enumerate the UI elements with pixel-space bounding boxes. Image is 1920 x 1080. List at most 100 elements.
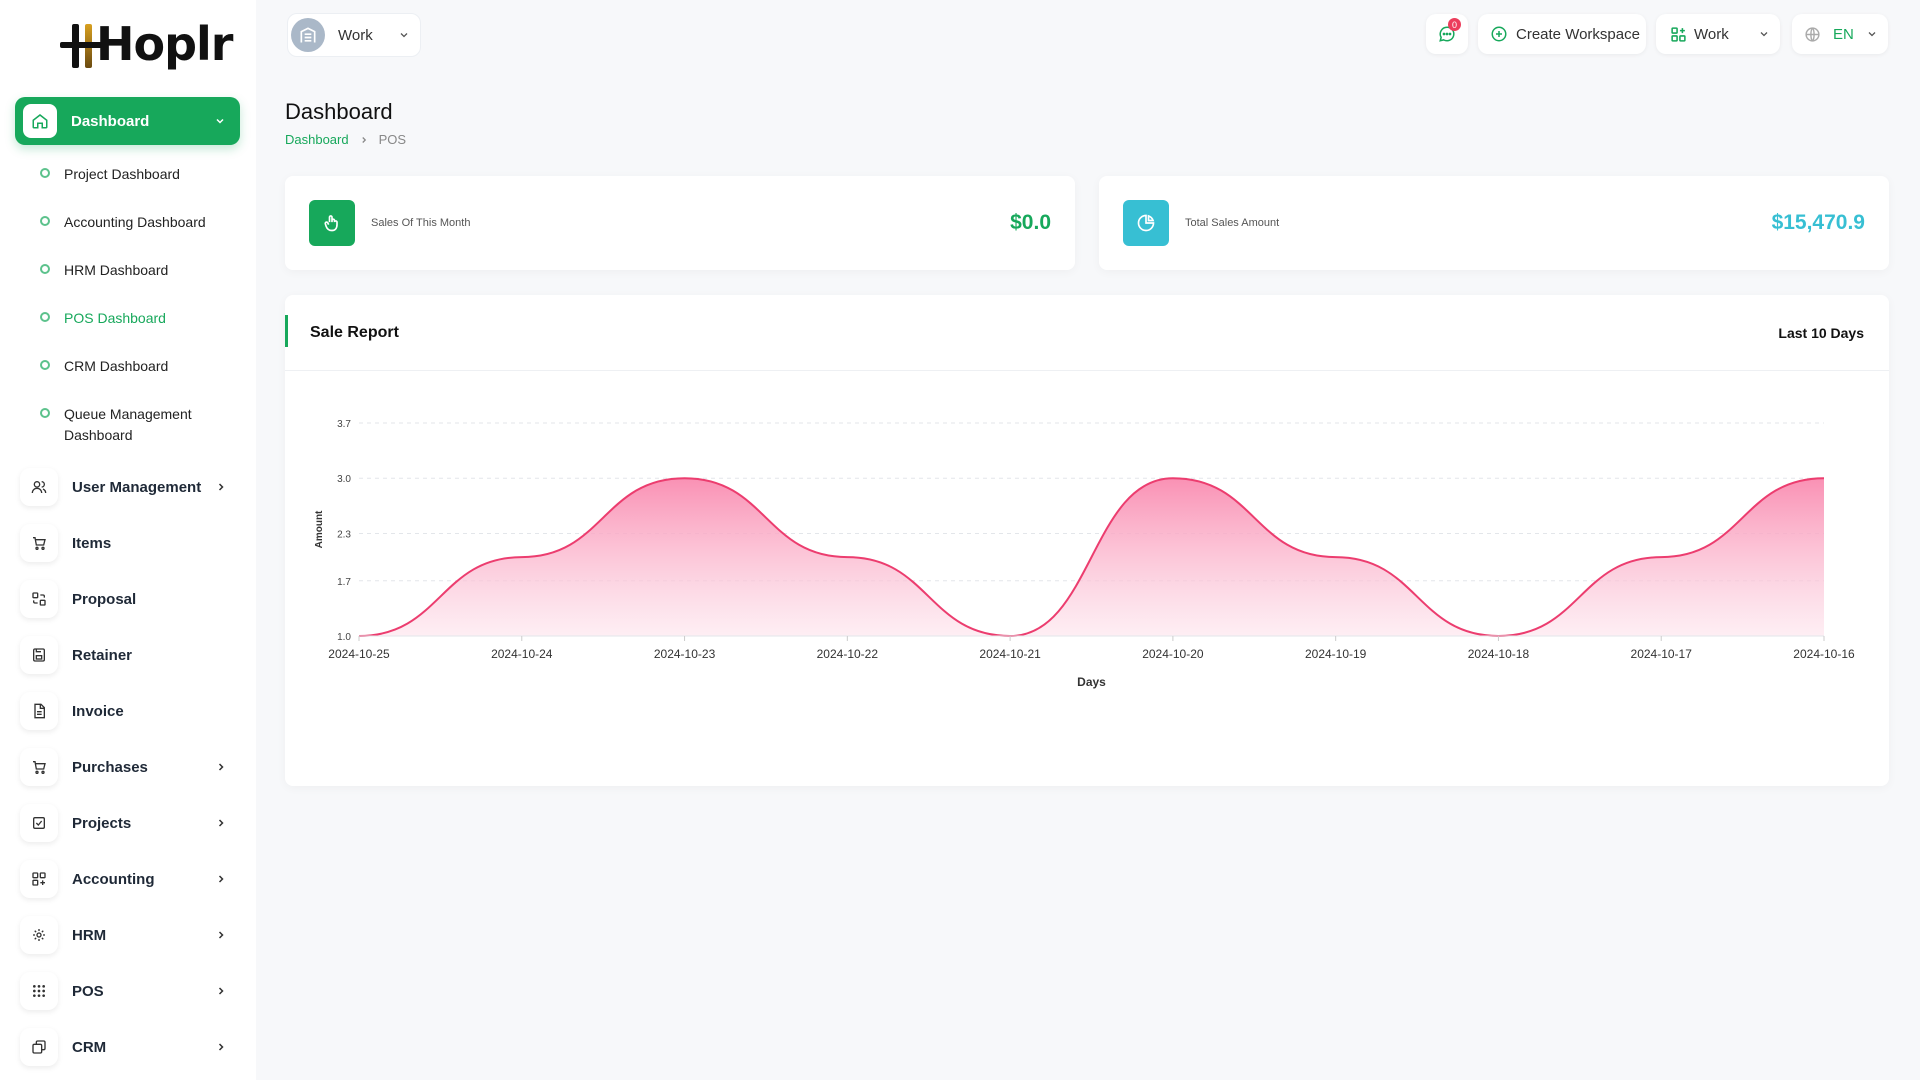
sidebar-item-invoice[interactable]: Invoice	[20, 691, 235, 731]
sidebar-subitem-label: HRM Dashboard	[64, 262, 169, 278]
chevron-right-icon	[359, 135, 369, 145]
chevron-right-icon	[215, 985, 227, 997]
sidebar-subitem-pos-dashboard[interactable]: POS Dashboard	[40, 308, 240, 329]
bullet-icon	[40, 216, 50, 226]
workspace-avatar	[291, 18, 325, 52]
sidebar-item-label: HRM	[72, 926, 107, 944]
x-tick-label: 2024-10-19	[1305, 647, 1367, 661]
x-tick-label: 2024-10-18	[1468, 647, 1530, 661]
chevron-right-icon	[215, 1041, 227, 1053]
bullet-icon	[40, 168, 50, 178]
home-icon	[23, 104, 57, 138]
breadcrumb: Dashboard POS	[285, 132, 406, 147]
hand-pointer-icon	[309, 200, 355, 246]
sidebar-subitem-label: CRM Dashboard	[64, 358, 169, 374]
sidebar-subitem-label: POS Dashboard	[64, 310, 166, 326]
chevron-down-icon	[1866, 28, 1878, 40]
x-tick-label: 2024-10-20	[1142, 647, 1204, 661]
sidebar-item-accounting[interactable]: Accounting	[20, 859, 235, 899]
sidebar: Hoplr Dashboard Project Dashboard Accoun…	[0, 0, 256, 1080]
work-dropdown[interactable]: Work	[1656, 14, 1780, 54]
sidebar-subitem-label: Queue Management Dashboard	[64, 406, 192, 443]
save-icon	[20, 636, 58, 674]
sidebar-item-retainer[interactable]: Retainer	[20, 635, 235, 675]
sidebar-item-label: User Management	[72, 478, 202, 496]
sidebar-item-label: Retainer	[72, 646, 133, 664]
date-range-label[interactable]: Last 10 Days	[1778, 324, 1864, 341]
proposal-icon	[20, 580, 58, 618]
logo-mark-icon	[60, 24, 104, 68]
header-accent-bar	[285, 315, 288, 347]
sale-report-card: Sale Report Last 10 Days 1.0 1.7 2.3 3.0 3.7…	[285, 295, 1889, 786]
sidebar-item-label: Dashboard	[71, 112, 150, 130]
sidebar-item-label: Projects	[72, 814, 132, 832]
chevron-right-icon	[215, 761, 227, 773]
globe-icon	[1805, 26, 1820, 42]
sidebar-subitem-label: Accounting Dashboard	[64, 214, 206, 230]
sidebar-subitem-queue-management-dashboard[interactable]: Queue Management Dashboard	[40, 404, 220, 446]
x-tick-label: 2024-10-16	[1793, 647, 1855, 661]
sidebar-item-label: Purchases	[72, 758, 148, 776]
stat-label: Sales Of This Month	[371, 217, 471, 229]
x-tick-label: 2024-10-22	[817, 647, 879, 661]
messages-button[interactable]: 0	[1426, 14, 1468, 54]
sidebar-subitem-accounting-dashboard[interactable]: Accounting Dashboard	[40, 212, 240, 233]
sidebar-item-hrm[interactable]: HRM	[20, 915, 235, 955]
y-tick-label: 3.7	[337, 419, 351, 430]
logo[interactable]: Hoplr	[58, 16, 233, 72]
logo-text: Hoplr	[96, 17, 233, 71]
sidebar-item-projects[interactable]: Projects	[20, 803, 235, 843]
hrm-icon	[20, 916, 58, 954]
building-icon	[300, 27, 316, 43]
stat-label: Total Sales Amount	[1185, 217, 1280, 229]
sale-report-header: Sale Report Last 10 Days	[285, 295, 1889, 371]
sale-report-chart: 1.0 1.7 2.3 3.0 3.7 2024-10-25 2024-10-24 2024-…	[314, 419, 1855, 689]
breadcrumb-current: POS	[378, 132, 407, 147]
stat-card-sales-month: Sales Of This Month $0.0	[285, 176, 1075, 270]
crm-icon	[20, 1028, 58, 1066]
stat-card-total-sales: Total Sales Amount $15,470.9	[1099, 176, 1889, 270]
sidebar-item-dashboard[interactable]: Dashboard	[15, 97, 240, 145]
dots-grid-icon	[20, 972, 58, 1010]
chevron-right-icon	[215, 929, 227, 941]
workspace-select[interactable]: Work	[287, 13, 421, 57]
bullet-icon	[40, 312, 50, 322]
language-dropdown[interactable]: EN	[1792, 14, 1888, 54]
sidebar-subitem-crm-dashboard[interactable]: CRM Dashboard	[40, 356, 240, 377]
users-icon	[20, 468, 58, 506]
sidebar-item-crm[interactable]: CRM	[20, 1027, 235, 1067]
sale-report-title: Sale Report	[310, 323, 399, 341]
chevron-down-icon	[214, 115, 226, 127]
y-tick-label: 3.0	[337, 474, 351, 485]
bullet-icon	[40, 360, 50, 370]
sidebar-item-items[interactable]: Items	[20, 523, 235, 563]
sidebar-item-purchases[interactable]: Purchases	[20, 747, 235, 787]
chevron-down-icon	[398, 29, 410, 41]
sidebar-item-label: Items	[72, 534, 112, 552]
sidebar-subitem-project-dashboard[interactable]: Project Dashboard	[40, 164, 240, 185]
sidebar-item-proposal[interactable]: Proposal	[20, 579, 235, 619]
x-tick-label: 2024-10-23	[654, 647, 716, 661]
messages-badge: 0	[1448, 18, 1461, 31]
plus-circle-icon	[1491, 26, 1507, 42]
grid-plus-icon	[20, 860, 58, 898]
cart-icon	[20, 748, 58, 786]
breadcrumb-link-dashboard[interactable]: Dashboard	[285, 132, 349, 147]
stat-value: $0.0	[1010, 211, 1051, 234]
create-workspace-button[interactable]: Create Workspace	[1478, 14, 1646, 54]
bullet-icon	[40, 264, 50, 274]
y-tick-label: 1.0	[337, 632, 351, 643]
x-tick-label: 2024-10-17	[1631, 647, 1693, 661]
chevron-right-icon	[215, 873, 227, 885]
y-axis-label: Amount	[314, 510, 325, 548]
sidebar-item-user-management[interactable]: User Management	[20, 467, 235, 507]
sidebar-item-pos[interactable]: POS	[20, 971, 235, 1011]
sidebar-subitem-hrm-dashboard[interactable]: HRM Dashboard	[40, 260, 240, 281]
bullet-icon	[40, 408, 50, 418]
x-tick-label: 2024-10-25	[328, 647, 390, 661]
apps-icon	[1671, 26, 1686, 42]
x-tick-label: 2024-10-21	[979, 647, 1041, 661]
sidebar-item-label: Proposal	[72, 590, 137, 608]
chevron-right-icon	[215, 817, 227, 829]
work-dropdown-label: Work	[1694, 25, 1729, 43]
